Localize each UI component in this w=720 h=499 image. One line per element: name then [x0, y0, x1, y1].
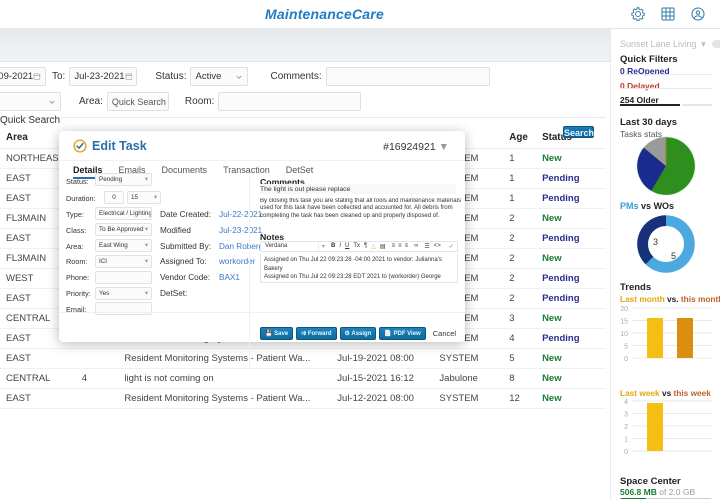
svg-text:2: 2	[624, 424, 628, 431]
svg-text:20: 20	[620, 306, 628, 313]
svg-text:15: 15	[620, 319, 628, 326]
svg-text:5: 5	[624, 344, 628, 351]
svg-text:4: 4	[624, 399, 628, 406]
svg-text:0: 0	[624, 356, 628, 363]
svg-text:10: 10	[620, 331, 628, 338]
svg-text:0: 0	[624, 449, 628, 456]
svg-text:3: 3	[624, 412, 628, 419]
svg-text:1: 1	[624, 437, 628, 444]
